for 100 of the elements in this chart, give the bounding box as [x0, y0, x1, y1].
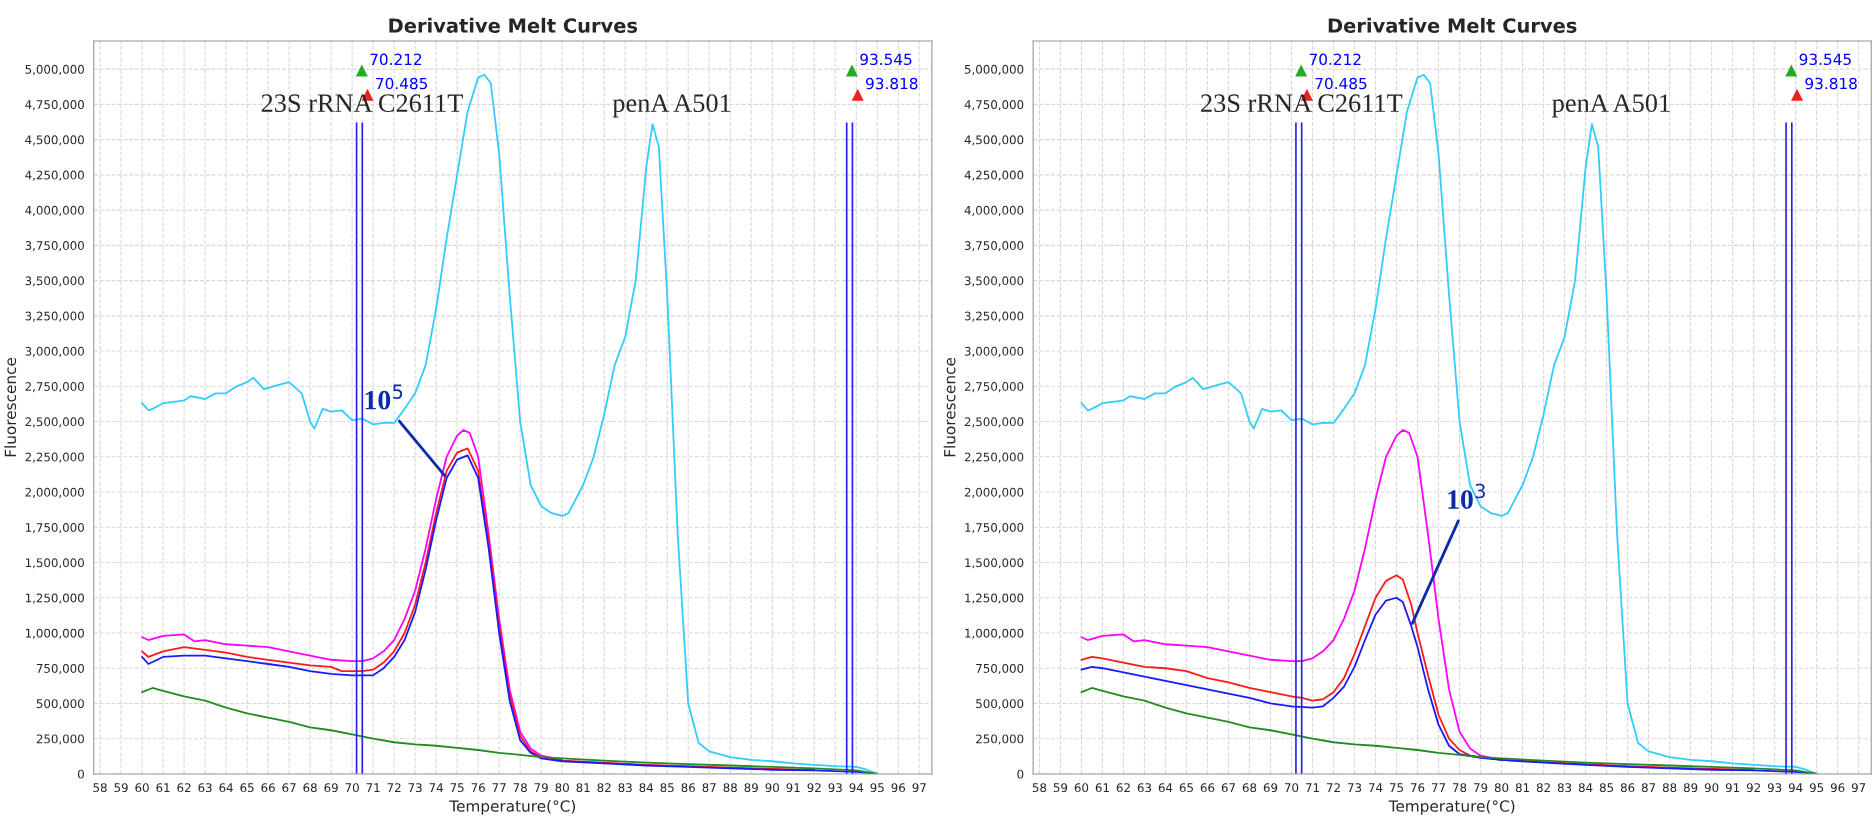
- x-tick-label: 77: [1431, 783, 1446, 792]
- x-tick-label: 58: [93, 783, 107, 793]
- ref-line-label: 93.818: [866, 77, 918, 90]
- x-tick-label: 68: [303, 783, 317, 793]
- y-tick-label: 2,500,000: [25, 417, 84, 428]
- x-tick-label: 59: [114, 783, 128, 793]
- x-tick-label: 86: [681, 783, 695, 793]
- x-tick-label: 70: [345, 783, 359, 793]
- y-tick-label: 4,000,000: [964, 205, 1024, 216]
- x-axis-title: Temperature(°C): [1388, 799, 1515, 815]
- x-tick-label: 85: [660, 783, 674, 793]
- y-tick-label: 1,750,000: [25, 522, 84, 534]
- y-tick-label: 3,500,000: [964, 276, 1024, 287]
- x-tick-label: 92: [807, 783, 821, 793]
- y-tick-label: 4,500,000: [964, 135, 1024, 146]
- x-tick-label: 95: [1809, 783, 1824, 793]
- y-tick-label: 500,000: [976, 699, 1024, 710]
- x-tick-label: 79: [534, 783, 548, 793]
- x-tick-label: 76: [471, 783, 485, 793]
- y-axis-title: Fluorescence: [4, 357, 17, 457]
- x-tick-label: 97: [912, 783, 926, 793]
- y-tick-label: 4,250,000: [964, 170, 1024, 181]
- y-tick-label: 250,000: [976, 734, 1024, 745]
- x-tick-label: 93: [1767, 783, 1782, 793]
- x-tick-label: 86: [1620, 783, 1635, 793]
- y-tick-label: 3,750,000: [964, 241, 1024, 252]
- x-tick-label: 63: [1137, 783, 1152, 793]
- x-tick-label: 60: [135, 783, 149, 793]
- x-tick-label: 84: [639, 783, 654, 793]
- y-tick-label: 3,750,000: [25, 241, 84, 252]
- y-tick-label: 2,750,000: [964, 382, 1024, 393]
- x-tick-label: 64: [219, 783, 233, 793]
- x-tick-label: 82: [597, 783, 611, 793]
- y-tick-label: 2,750,000: [25, 382, 84, 393]
- x-tick-label: 94: [1788, 783, 1803, 793]
- x-tick-label: 96: [1830, 783, 1845, 793]
- x-tick-label: 82: [1536, 783, 1550, 793]
- annotation: penA A501: [612, 94, 731, 118]
- ref-line-label: 93.818: [1805, 77, 1857, 90]
- x-tick-label: 88: [1662, 783, 1677, 793]
- x-tick-label: 71: [366, 783, 380, 792]
- x-tick-label: 72: [387, 783, 401, 792]
- x-tick-label: 67: [282, 783, 296, 793]
- chart-title: Derivative Melt Curves: [1328, 17, 1577, 33]
- y-tick-label: 1,250,000: [965, 593, 1024, 604]
- y-tick-label: 2,000,000: [25, 487, 84, 498]
- y-tick-label: 2,500,000: [964, 417, 1024, 428]
- chart-title: Derivative Melt Curves: [389, 17, 638, 33]
- x-tick-label: 69: [1263, 783, 1278, 793]
- x-tick-label: 63: [198, 783, 212, 793]
- x-tick-label: 62: [177, 783, 191, 793]
- x-tick-label: 61: [156, 783, 170, 793]
- y-tick-label: 3,000,000: [964, 346, 1024, 357]
- x-tick-label: 93: [828, 783, 842, 793]
- y-tick-label: 2,250,000: [25, 452, 84, 463]
- x-tick-label: 71: [1305, 783, 1319, 792]
- x-tick-label: 80: [555, 783, 569, 793]
- x-tick-label: 88: [723, 783, 737, 793]
- x-tick-label: 87: [702, 783, 716, 793]
- x-tick-label: 83: [1557, 783, 1572, 793]
- x-tick-label: 85: [1599, 783, 1614, 793]
- x-tick-label: 77: [492, 783, 506, 792]
- y-tick-label: 250,000: [36, 734, 84, 745]
- y-tick-label: 500,000: [36, 699, 84, 710]
- y-tick-label: 0: [77, 769, 84, 779]
- ref-line-label: 70.212: [370, 53, 422, 66]
- x-tick-label: 94: [849, 783, 864, 793]
- x-tick-label: 84: [1578, 783, 1593, 793]
- y-tick-label: 3,000,000: [25, 346, 84, 357]
- y-tick-label: 3,250,000: [25, 311, 84, 322]
- y-tick-label: 3,500,000: [25, 276, 84, 287]
- x-axis-title: Temperature(°C): [449, 799, 575, 815]
- x-tick-label: 74: [1368, 783, 1383, 792]
- x-tick-label: 87: [1641, 783, 1656, 793]
- x-tick-label: 81: [1515, 783, 1529, 793]
- x-tick-label: 58: [1032, 783, 1047, 793]
- ref-line-label: 93.545: [860, 53, 912, 66]
- x-tick-label: 91: [786, 783, 800, 793]
- y-tick-label: 1,000,000: [965, 628, 1024, 639]
- y-tick-label: 4,250,000: [25, 170, 84, 181]
- x-tick-label: 96: [891, 783, 906, 793]
- x-tick-label: 59: [1053, 783, 1068, 793]
- x-tick-label: 79: [1474, 783, 1488, 793]
- x-tick-label: 64: [1158, 783, 1173, 793]
- x-tick-label: 73: [1347, 783, 1362, 793]
- y-tick-label: 5,000,000: [25, 64, 84, 75]
- ref-line-label: 93.545: [1799, 53, 1851, 66]
- y-tick-label: 1,250,000: [25, 593, 84, 604]
- x-tick-label: 91: [1725, 783, 1740, 793]
- x-tick-label: 72: [1326, 783, 1340, 792]
- x-tick-label: 90: [1704, 783, 1719, 793]
- ref-line-label: 70.485: [1315, 77, 1367, 90]
- y-tick-label: 4,000,000: [25, 205, 84, 216]
- x-tick-label: 62: [1116, 783, 1130, 793]
- x-tick-label: 74: [429, 783, 443, 792]
- y-tick-label: 1,500,000: [25, 558, 84, 569]
- y-tick-label: 1,500,000: [965, 558, 1024, 569]
- x-tick-label: 70: [1284, 783, 1299, 793]
- x-tick-label: 81: [576, 783, 590, 793]
- x-tick-label: 68: [1242, 783, 1257, 793]
